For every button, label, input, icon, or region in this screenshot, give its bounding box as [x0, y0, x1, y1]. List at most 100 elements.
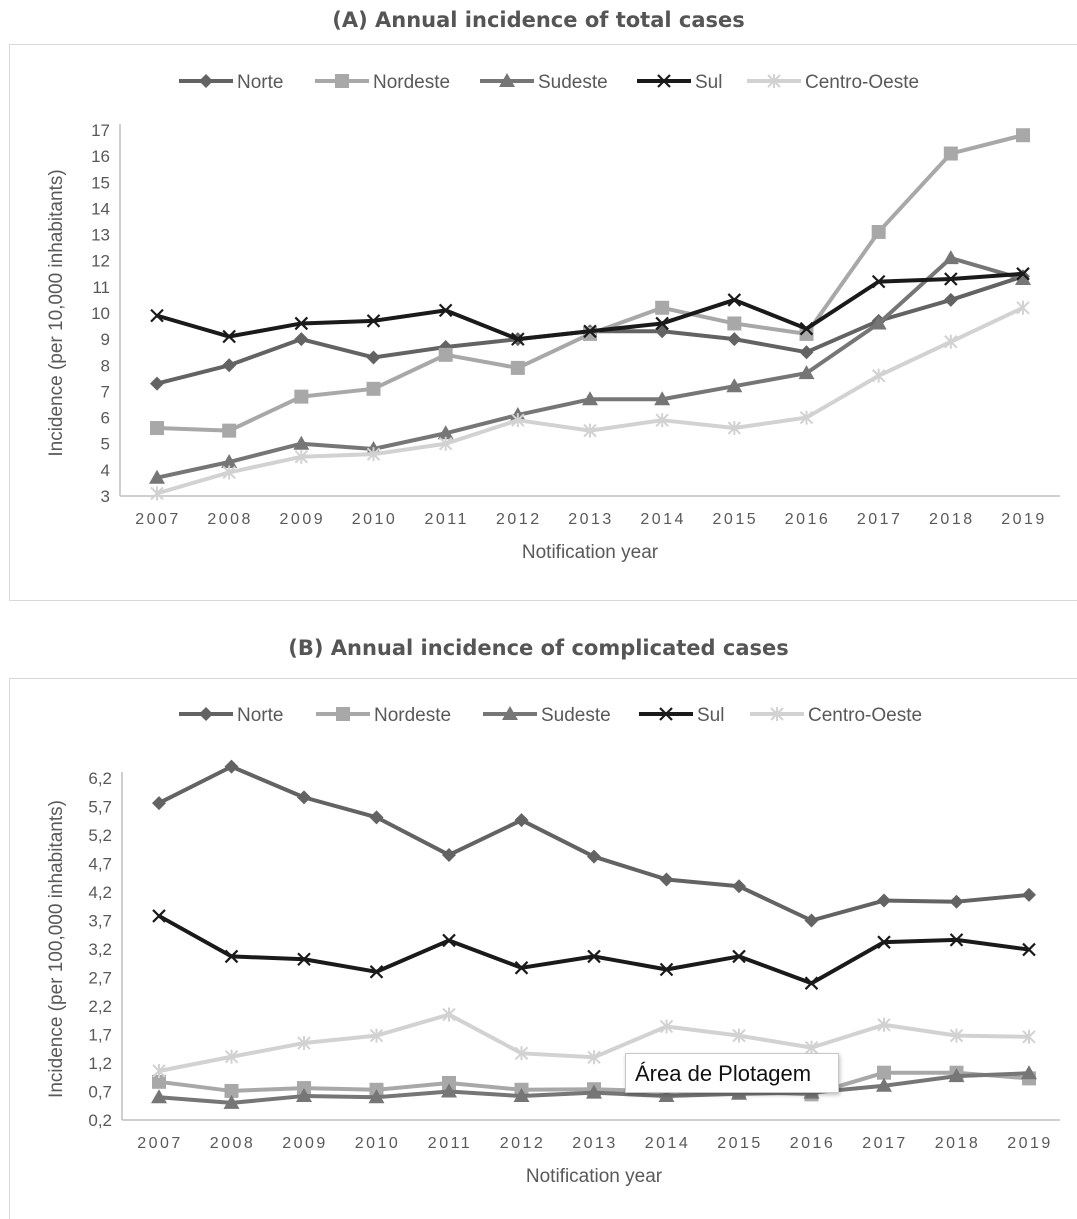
- data-point-sul[interactable]: [366, 314, 381, 328]
- legend-marker-centro-oeste[interactable]: [770, 707, 784, 721]
- data-point-nordeste[interactable]: [871, 224, 886, 239]
- data-point-sudeste[interactable]: [437, 425, 454, 440]
- data-point-sudeste[interactable]: [658, 1088, 675, 1103]
- series-centro-oeste[interactable]: [152, 1007, 1036, 1078]
- data-point-sul[interactable]: [799, 321, 814, 336]
- legend-marker-sudeste[interactable]: [502, 706, 518, 720]
- data-point-sul[interactable]: [944, 272, 958, 286]
- data-point-centro-oeste[interactable]: [871, 368, 886, 383]
- data-point-sul[interactable]: [511, 332, 525, 346]
- data-point-centro-oeste[interactable]: [949, 1028, 964, 1043]
- data-point-sul[interactable]: [871, 274, 886, 289]
- data-point-sudeste[interactable]: [870, 315, 887, 330]
- data-point-norte[interactable]: [294, 332, 309, 347]
- series-nordeste[interactable]: [150, 128, 1030, 438]
- data-point-centro-oeste[interactable]: [224, 1049, 239, 1064]
- data-point-sudeste[interactable]: [1015, 271, 1031, 286]
- legend-marker-sul[interactable]: [659, 707, 673, 721]
- data-point-nordeste[interactable]: [150, 421, 164, 436]
- data-point-centro-oeste[interactable]: [804, 1040, 819, 1055]
- data-point-sul[interactable]: [587, 949, 601, 964]
- data-point-nordeste[interactable]: [294, 389, 309, 404]
- data-point-norte[interactable]: [1022, 887, 1036, 902]
- data-point-centro-oeste[interactable]: [877, 1017, 891, 1032]
- data-point-centro-oeste[interactable]: [799, 410, 814, 425]
- data-point-sul[interactable]: [224, 949, 239, 964]
- data-point-centro-oeste[interactable]: [583, 423, 597, 438]
- data-point-centro-oeste[interactable]: [587, 1050, 601, 1065]
- chart-a-plot[interactable]: 3 4 5 6 7 8 9 10 11 12 13 14 15 16 17 2007 2008 2009 2010 2…: [0, 0, 1077, 610]
- data-point-sudeste[interactable]: [876, 1077, 892, 1092]
- data-point-sul[interactable]: [222, 329, 236, 344]
- data-point-norte[interactable]: [442, 847, 456, 862]
- legend-marker-nordeste[interactable]: [336, 707, 350, 721]
- data-point-sudeste[interactable]: [798, 365, 815, 380]
- data-point-centro-oeste[interactable]: [511, 413, 525, 428]
- data-point-nordeste[interactable]: [1016, 128, 1030, 143]
- legend-marker-norte[interactable]: [199, 707, 213, 721]
- data-point-centro-oeste[interactable]: [1016, 300, 1030, 315]
- data-point-centro-oeste[interactable]: [1022, 1029, 1036, 1044]
- data-point-nordeste[interactable]: [222, 423, 237, 438]
- series-sudeste[interactable]: [151, 1065, 1037, 1109]
- data-point-norte[interactable]: [150, 376, 164, 391]
- data-point-centro-oeste[interactable]: [297, 1036, 311, 1051]
- data-point-sul[interactable]: [152, 909, 166, 923]
- data-point-centro-oeste[interactable]: [294, 449, 309, 464]
- data-point-nordeste[interactable]: [943, 146, 958, 161]
- data-point-sul[interactable]: [150, 308, 164, 323]
- data-point-norte[interactable]: [587, 849, 601, 864]
- data-point-nordeste[interactable]: [877, 1065, 891, 1080]
- data-point-norte[interactable]: [297, 790, 311, 805]
- data-point-nordeste[interactable]: [438, 347, 453, 362]
- data-point-sudeste[interactable]: [221, 454, 238, 469]
- data-point-norte[interactable]: [727, 332, 742, 347]
- data-point-sudeste[interactable]: [726, 378, 743, 393]
- data-point-sul[interactable]: [732, 949, 746, 964]
- data-point-centro-oeste[interactable]: [369, 1028, 384, 1043]
- legend-marker-norte[interactable]: [199, 74, 213, 88]
- data-point-sudeste[interactable]: [582, 391, 598, 406]
- data-point-centro-oeste[interactable]: [727, 421, 742, 436]
- data-point-nordeste[interactable]: [366, 381, 381, 396]
- data-point-sul[interactable]: [583, 324, 597, 339]
- data-point-sul[interactable]: [659, 962, 674, 977]
- data-point-sul[interactable]: [804, 976, 819, 990]
- data-point-norte[interactable]: [943, 292, 958, 307]
- data-point-nordeste[interactable]: [655, 300, 670, 315]
- series-line-norte[interactable]: [158, 764, 1030, 923]
- data-point-sul[interactable]: [294, 316, 309, 331]
- series-centro-oeste[interactable]: [150, 300, 1030, 501]
- legend-marker-sudeste[interactable]: [499, 73, 515, 87]
- data-point-sudeste[interactable]: [223, 1094, 240, 1109]
- data-point-sudeste[interactable]: [942, 250, 959, 265]
- data-point-sudeste[interactable]: [149, 469, 165, 484]
- data-point-nordeste[interactable]: [799, 326, 814, 341]
- data-point-sul[interactable]: [438, 303, 453, 318]
- data-point-centro-oeste[interactable]: [659, 1019, 674, 1034]
- data-point-norte[interactable]: [949, 894, 964, 909]
- data-point-centro-oeste[interactable]: [152, 1063, 166, 1078]
- data-point-sul[interactable]: [877, 935, 891, 949]
- series-sul[interactable]: [152, 909, 1036, 990]
- data-point-sul[interactable]: [1022, 942, 1036, 957]
- data-point-sul[interactable]: [514, 961, 529, 975]
- data-point-sul[interactable]: [655, 316, 669, 331]
- series-norte[interactable]: [152, 759, 1036, 928]
- chart-b-area[interactable]: [9, 678, 1077, 1219]
- data-point-norte[interactable]: [799, 345, 814, 360]
- data-point-sul[interactable]: [949, 933, 964, 947]
- data-point-nordeste[interactable]: [224, 1083, 239, 1098]
- data-point-norte[interactable]: [877, 893, 891, 908]
- data-point-nordeste[interactable]: [727, 316, 742, 331]
- data-point-sudeste[interactable]: [293, 435, 310, 450]
- data-point-centro-oeste[interactable]: [655, 413, 669, 428]
- data-point-sudeste[interactable]: [1021, 1065, 1037, 1080]
- data-point-norte[interactable]: [514, 813, 529, 828]
- data-point-nordeste[interactable]: [152, 1074, 166, 1089]
- data-point-sudeste[interactable]: [296, 1088, 312, 1103]
- data-point-sudeste[interactable]: [948, 1068, 965, 1083]
- data-point-sudeste[interactable]: [368, 1089, 385, 1104]
- legend-marker-sul[interactable]: [657, 74, 671, 88]
